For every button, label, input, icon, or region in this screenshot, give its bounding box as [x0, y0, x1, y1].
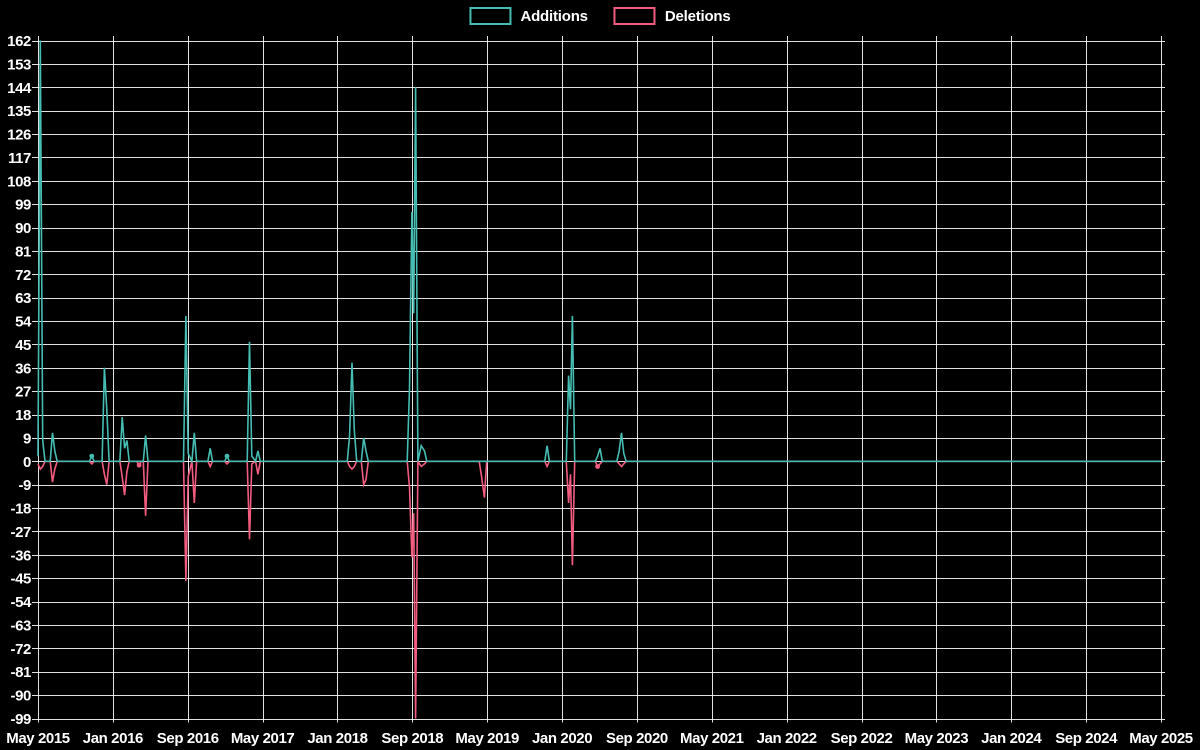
svg-text:162: 162 [7, 33, 31, 50]
svg-text:Jan 2016: Jan 2016 [83, 730, 143, 747]
svg-text:153: 153 [7, 56, 31, 73]
svg-text:May 2017: May 2017 [231, 730, 295, 747]
chart-legend: Additions Deletions [469, 7, 731, 25]
additions-swatch-icon [469, 7, 512, 25]
svg-text:-90: -90 [11, 688, 32, 705]
svg-text:-9: -9 [18, 477, 31, 494]
svg-text:9: 9 [23, 430, 31, 447]
y-axis-tick-labels: 1621531441351261171089990817263544536271… [7, 33, 32, 728]
svg-text:May 2019: May 2019 [455, 730, 519, 747]
svg-text:Jan 2020: Jan 2020 [532, 730, 592, 747]
svg-text:18: 18 [15, 407, 31, 424]
svg-text:27: 27 [15, 384, 31, 401]
series-line-additions [37, 40, 1161, 465]
svg-text:-36: -36 [11, 547, 32, 564]
svg-text:Sep 2016: Sep 2016 [157, 730, 219, 747]
svg-text:Jan 2018: Jan 2018 [307, 730, 367, 747]
svg-text:May 2023: May 2023 [905, 730, 969, 747]
svg-text:Jan 2024: Jan 2024 [981, 730, 1042, 747]
x-axis-tick-labels: May 2015 Jan 2016 Sep 2016 May 2017 Jan 2018… [6, 730, 1193, 747]
legend-label-deletions: Deletions [664, 7, 731, 25]
svg-text:54: 54 [15, 314, 32, 331]
svg-text:81: 81 [15, 243, 31, 260]
svg-text:135: 135 [7, 103, 31, 120]
grid-lines [32, 36, 1165, 723]
svg-text:144: 144 [7, 80, 32, 97]
svg-text:126: 126 [7, 127, 31, 144]
svg-text:63: 63 [15, 290, 31, 307]
svg-text:Sep 2018: Sep 2018 [381, 730, 443, 747]
svg-text:-63: -63 [11, 617, 32, 634]
svg-text:36: 36 [15, 360, 31, 377]
svg-text:-54: -54 [11, 594, 33, 611]
svg-text:-72: -72 [11, 641, 32, 658]
svg-text:-18: -18 [11, 501, 32, 518]
svg-text:72: 72 [15, 267, 31, 284]
svg-text:99: 99 [15, 197, 31, 214]
legend-item-additions: Additions [469, 7, 588, 25]
svg-text:117: 117 [8, 150, 31, 167]
svg-text:108: 108 [7, 173, 31, 190]
svg-text:Jan 2022: Jan 2022 [757, 730, 817, 747]
svg-text:45: 45 [15, 337, 31, 354]
deletions-swatch-icon [613, 7, 656, 25]
legend-item-deletions: Deletions [613, 7, 731, 25]
svg-text:Sep 2024: Sep 2024 [1055, 730, 1118, 747]
svg-text:-81: -81 [11, 664, 32, 681]
svg-text:Sep 2022: Sep 2022 [831, 730, 893, 747]
svg-text:-27: -27 [11, 524, 32, 541]
series-line-deletions [37, 458, 1161, 719]
svg-text:-45: -45 [11, 571, 32, 588]
svg-text:Sep 2020: Sep 2020 [606, 730, 668, 747]
svg-text:May 2025: May 2025 [1129, 730, 1193, 747]
svg-text:-99: -99 [11, 711, 32, 728]
legend-label-additions: Additions [520, 7, 588, 25]
svg-text:May 2015: May 2015 [6, 730, 70, 747]
svg-text:May 2021: May 2021 [680, 730, 744, 747]
svg-text:90: 90 [15, 220, 31, 237]
svg-text:0: 0 [23, 454, 31, 471]
point-markers [89, 453, 600, 469]
